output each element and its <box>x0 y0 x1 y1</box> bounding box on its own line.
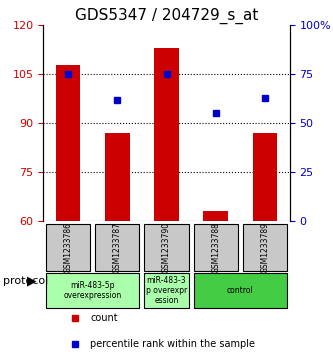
FancyBboxPatch shape <box>95 224 140 272</box>
Text: GSM1233786: GSM1233786 <box>63 222 73 273</box>
FancyBboxPatch shape <box>144 273 189 308</box>
Text: ▶: ▶ <box>27 275 37 288</box>
FancyBboxPatch shape <box>243 224 287 272</box>
Bar <box>203 211 228 221</box>
Text: GSM1233789: GSM1233789 <box>260 222 270 273</box>
Bar <box>253 133 277 221</box>
Text: miR-483-3
p overexpr
ession: miR-483-3 p overexpr ession <box>146 276 187 305</box>
FancyBboxPatch shape <box>144 224 189 272</box>
Text: GSM1233790: GSM1233790 <box>162 222 171 273</box>
Text: control: control <box>227 286 254 295</box>
Text: GSM1233788: GSM1233788 <box>211 222 220 273</box>
Text: GSM1233787: GSM1233787 <box>113 222 122 273</box>
Text: count: count <box>90 313 118 323</box>
FancyBboxPatch shape <box>193 273 287 308</box>
FancyBboxPatch shape <box>46 224 90 272</box>
FancyBboxPatch shape <box>46 273 140 308</box>
Text: protocol: protocol <box>3 276 49 286</box>
Bar <box>105 133 130 221</box>
FancyBboxPatch shape <box>193 224 238 272</box>
Title: GDS5347 / 204729_s_at: GDS5347 / 204729_s_at <box>75 8 258 24</box>
Text: percentile rank within the sample: percentile rank within the sample <box>90 339 255 349</box>
Text: miR-483-5p
overexpression: miR-483-5p overexpression <box>64 281 122 300</box>
Bar <box>154 48 179 221</box>
Bar <box>56 65 80 221</box>
